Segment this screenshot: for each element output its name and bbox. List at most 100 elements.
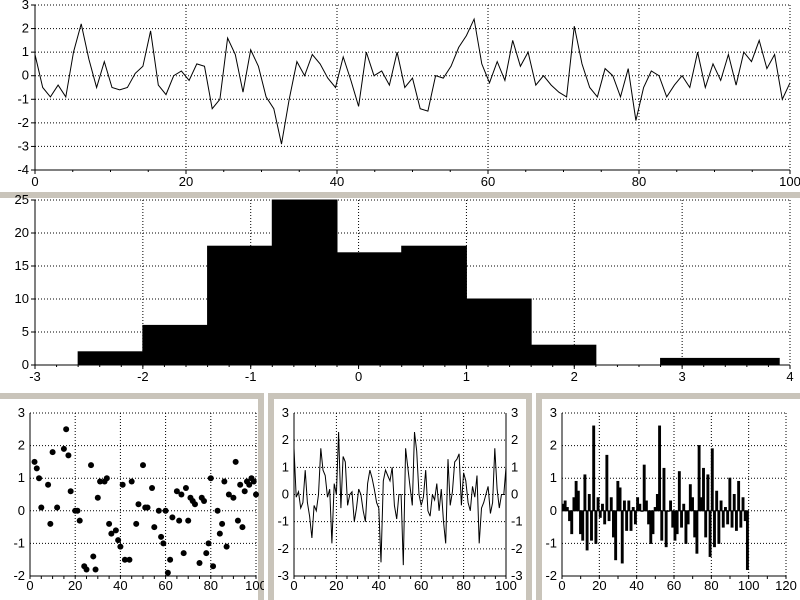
scatter-point <box>34 465 40 471</box>
scatter-point <box>65 452 71 458</box>
bar-chart-bar <box>623 501 625 511</box>
histogram-bar <box>272 200 337 365</box>
bar-chart-bar <box>597 498 599 511</box>
bar-chart-bar <box>738 481 740 510</box>
bar-chart-bar <box>703 468 705 510</box>
svg-text:60: 60 <box>667 578 681 593</box>
svg-text:1: 1 <box>18 470 25 485</box>
step-line-series: -3 -3-2 -2-1 -10 01 12 23 30 20 40 60 80 100 <box>277 405 522 593</box>
histogram-bar <box>661 358 780 365</box>
panel-scatter-bottomleft: -2 -1 0 1 2 3 0 20 40 60 80 100 <box>0 393 264 600</box>
svg-text:0: 0 <box>18 503 25 518</box>
scatter-point <box>242 488 248 494</box>
svg-text:40: 40 <box>372 578 386 593</box>
bar-chart-bar <box>577 491 579 511</box>
svg-text:0: 0 <box>511 487 518 502</box>
bar-chart-bar <box>661 511 663 540</box>
scatter-point <box>90 553 96 559</box>
svg-text:2: 2 <box>571 369 578 384</box>
svg-text:-1: -1 <box>511 514 523 529</box>
scatter-point <box>151 524 157 530</box>
bar-chart-bar <box>718 511 720 544</box>
svg-text:80: 80 <box>704 578 718 593</box>
bar-chart-bar <box>593 426 595 511</box>
scatter-point <box>106 521 112 527</box>
bar-chart-bar <box>610 498 612 511</box>
bar-chart-bar <box>711 449 713 511</box>
bar-chart-bar <box>685 511 687 544</box>
scatter-point <box>237 482 243 488</box>
bar-chart-bar <box>650 511 652 544</box>
histogram-bar <box>78 352 143 365</box>
scatter-point <box>129 478 135 484</box>
scatter-point <box>203 550 209 556</box>
bar-chart-bar <box>595 511 597 544</box>
svg-text:10: 10 <box>15 291 29 306</box>
svg-text:2: 2 <box>22 21 29 36</box>
svg-text:-3: -3 <box>17 138 29 153</box>
panel-step-bottommiddle: -3 -3 -2 -2 -1 -1 0 0 1 1 2 2 3 3 0 20 40 60 80 100 <box>268 393 532 600</box>
bar-chart-bar <box>731 511 733 527</box>
scatter-point <box>219 521 225 527</box>
scatter-point <box>77 518 83 524</box>
svg-text:-2: -2 <box>13 568 25 583</box>
bar-chart-bar <box>586 511 588 550</box>
bar-chart-bar <box>608 511 610 521</box>
bar-chart-bar <box>700 498 702 511</box>
svg-text:0: 0 <box>26 578 33 593</box>
scatter-point <box>135 501 141 507</box>
scatter-point <box>206 540 212 546</box>
bar-chart-bar <box>674 511 676 540</box>
bar-chart-bar <box>709 511 711 557</box>
bar-chart-bar <box>687 511 689 524</box>
scatter-points-group: -2 -1 0 1 2 3 0 20 40 60 80 100 <box>13 405 264 593</box>
scatter-point <box>165 570 171 576</box>
bar-chart-bar <box>621 511 623 563</box>
bar-chart-bar <box>648 511 650 524</box>
bar-chart-bar <box>714 511 716 547</box>
bar-chart-bar <box>678 472 680 511</box>
bar-chart-bar <box>634 511 636 524</box>
bar-chart-bar <box>663 468 665 510</box>
scatter-point <box>32 459 38 465</box>
scatter-point <box>167 557 173 563</box>
bar-chart-bar <box>656 495 658 511</box>
scatter-point <box>251 478 257 484</box>
bar-chart-bar <box>639 504 641 511</box>
bar-chart-bar <box>720 501 722 511</box>
svg-text:0: 0 <box>22 68 29 83</box>
scatter-point <box>140 462 146 468</box>
svg-text:1: 1 <box>463 369 470 384</box>
scatter-point <box>239 524 245 530</box>
svg-text:40: 40 <box>330 174 344 189</box>
bar-chart-bar <box>659 426 661 511</box>
bar-chart-bar <box>602 504 604 511</box>
bar-chart-bar <box>604 511 606 524</box>
scatter-point <box>74 508 80 514</box>
svg-text:3: 3 <box>550 405 557 420</box>
bar-chart-bar <box>580 511 582 534</box>
svg-text:-2: -2 <box>17 115 29 130</box>
svg-text:3: 3 <box>282 405 289 420</box>
scatter-point <box>208 475 214 481</box>
bar-chart-bar <box>676 511 678 534</box>
scatter-point <box>221 478 227 484</box>
multi-panel-stat-dashboard: -4 -3 -2 -1 0 1 2 3 0 20 40 60 80 100 0 5 10 15 20 25 -3 -2-… <box>0 0 800 600</box>
svg-text:-2: -2 <box>137 369 149 384</box>
scatter-point <box>217 531 223 537</box>
scatter-point <box>47 521 53 527</box>
scatter-point <box>117 544 123 550</box>
bar-chart-bar <box>562 504 564 511</box>
svg-text:2: 2 <box>282 432 289 447</box>
scatter-point <box>181 550 187 556</box>
bar-chart-bar <box>729 478 731 511</box>
bar-chart-bar <box>626 511 628 531</box>
svg-text:20: 20 <box>179 174 193 189</box>
svg-text:5: 5 <box>22 324 29 339</box>
svg-text:3: 3 <box>679 369 686 384</box>
svg-text:0: 0 <box>355 369 362 384</box>
bar-chart-bar <box>630 511 632 531</box>
scatter-point <box>230 495 236 501</box>
svg-text:3: 3 <box>22 0 29 12</box>
scatter-point <box>54 505 60 511</box>
